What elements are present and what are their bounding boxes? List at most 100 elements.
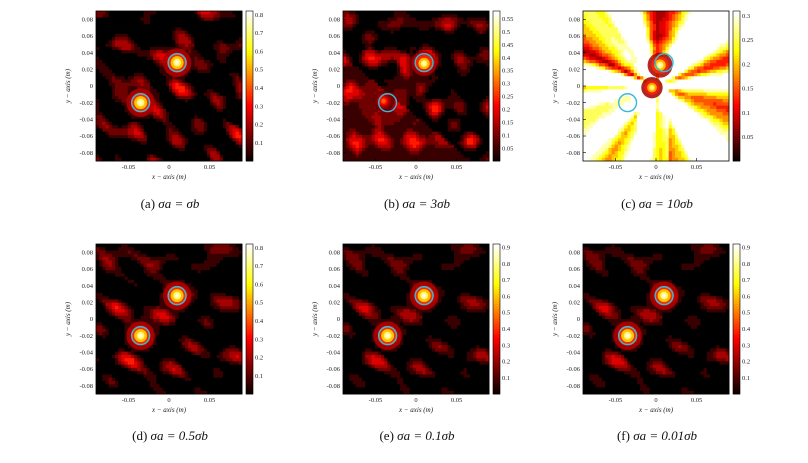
heatmap-cell — [464, 31, 468, 35]
heatmap-cell — [454, 125, 458, 129]
heatmap-cell — [125, 21, 129, 25]
heatmap-cell — [131, 138, 135, 142]
heatmap-cell — [198, 93, 202, 97]
heatmap-cell — [596, 148, 600, 152]
heatmap-cell — [128, 63, 132, 67]
heatmap-cell — [406, 60, 410, 64]
heatmap-cell — [451, 89, 455, 93]
heatmap-cell — [125, 53, 129, 57]
heatmap-cell — [223, 73, 227, 77]
heatmap-cell — [147, 76, 151, 80]
heatmap-cell — [612, 70, 616, 74]
heatmap-cell — [194, 60, 198, 64]
heatmap-cell — [387, 73, 391, 77]
heatmap-cell — [483, 115, 487, 119]
heatmap-cell — [589, 141, 593, 145]
heatmap-cell — [362, 50, 366, 54]
heatmap-cell — [457, 47, 461, 51]
heatmap-cell — [353, 70, 357, 74]
heatmap-cell — [479, 40, 483, 44]
heatmap-cell — [589, 70, 593, 74]
heatmap-cell — [602, 11, 606, 15]
heatmap-cell — [204, 145, 208, 149]
heatmap-cell — [191, 93, 195, 97]
heatmap-cell — [346, 24, 350, 28]
heatmap-cell — [166, 128, 170, 132]
heatmap-cell — [372, 119, 376, 123]
heatmap-cell — [220, 31, 224, 35]
heatmap-cell — [353, 154, 357, 158]
heatmap-cell — [362, 96, 366, 100]
heatmap-cell — [435, 11, 439, 15]
heatmap-cell — [467, 50, 471, 54]
heatmap-cell — [410, 89, 414, 93]
heatmap-cell — [593, 132, 597, 136]
heatmap-cell — [451, 112, 455, 116]
heatmap-cell — [356, 40, 360, 44]
heatmap-cell — [217, 109, 221, 113]
heatmap-cell — [435, 14, 439, 18]
heatmap-cell — [479, 37, 483, 41]
heatmap-cell — [172, 132, 176, 136]
heatmap-cell — [140, 50, 144, 54]
heatmap-cell — [426, 24, 430, 28]
heatmap-cell — [391, 24, 395, 28]
heatmap-cell — [109, 145, 113, 149]
heatmap-cell — [429, 34, 433, 38]
heatmap-cell — [115, 109, 119, 113]
heatmap-cell — [169, 102, 173, 106]
heatmap-cell — [128, 83, 132, 87]
heatmap-cell — [451, 60, 455, 64]
heatmap-cell — [593, 151, 597, 155]
heatmap-cell — [201, 76, 205, 80]
heatmap-cell — [232, 34, 236, 38]
colorbar-segment — [246, 74, 253, 77]
heatmap-cell — [102, 151, 106, 155]
heatmap-cell — [391, 135, 395, 139]
heatmap-cell — [387, 83, 391, 87]
heatmap-cell — [368, 24, 372, 28]
heatmap-cell — [429, 37, 433, 41]
heatmap-cell — [464, 93, 468, 97]
heatmap-cell — [359, 11, 363, 15]
heatmap-cell — [210, 135, 214, 139]
heatmap-cell — [198, 14, 202, 18]
y-tick-label: -0.08 — [79, 150, 93, 157]
heatmap-cell — [115, 96, 119, 100]
heatmap-cell — [144, 66, 148, 70]
heatmap-cell — [362, 76, 366, 80]
colorbar-segment — [246, 121, 253, 124]
heatmap-cell — [109, 73, 113, 77]
heatmap-cell — [102, 63, 106, 67]
colorbar-segment — [493, 134, 500, 137]
heatmap-cell — [416, 125, 420, 129]
heatmap-cell — [343, 53, 347, 57]
heatmap-cell — [438, 73, 442, 77]
heatmap-cell — [586, 21, 590, 25]
heatmap-cell — [378, 73, 382, 77]
heatmap-cell — [365, 18, 369, 22]
heatmap-cell — [210, 76, 214, 80]
heatmap-cell — [232, 145, 236, 149]
heatmap-cell — [460, 34, 464, 38]
heatmap-cell — [378, 138, 382, 142]
heatmap-cell — [375, 60, 379, 64]
y-tick-label: 0.04 — [82, 50, 94, 57]
heatmap-cell — [391, 70, 395, 74]
heatmap-cell — [163, 27, 167, 31]
colorbar-segment — [246, 86, 253, 89]
heatmap-cell — [470, 138, 474, 142]
heatmap-cell — [121, 112, 125, 116]
heatmap-cell — [163, 141, 167, 145]
heatmap-cell — [194, 40, 198, 44]
heatmap-cell — [99, 151, 103, 155]
heatmap-cell — [483, 44, 487, 48]
heatmap-cell — [172, 109, 176, 113]
heatmap-cell — [599, 89, 603, 93]
heatmap-cell — [454, 57, 458, 61]
heatmap-cell — [429, 145, 433, 149]
heatmap-cell — [201, 73, 205, 77]
heatmap-cell — [96, 132, 100, 136]
heatmap-cell — [615, 53, 619, 57]
heatmap-cell — [479, 154, 483, 158]
